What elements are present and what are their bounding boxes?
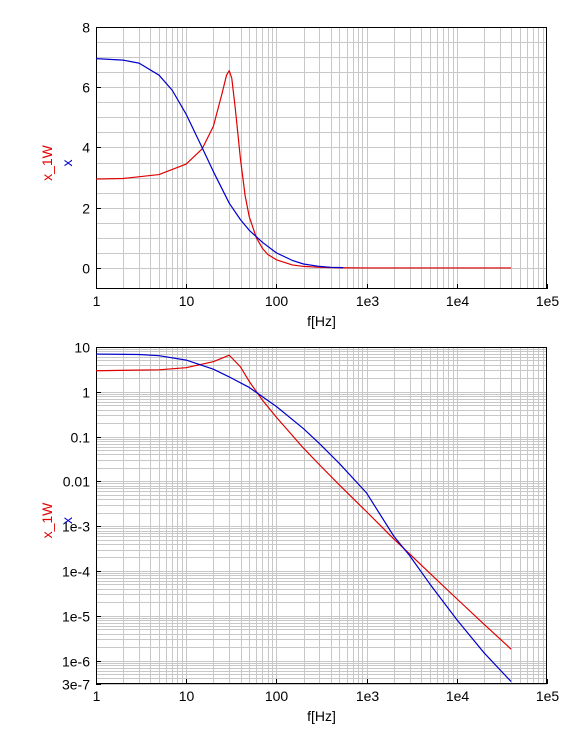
- legend-label-x: x: [59, 160, 75, 167]
- series-group: [96, 58, 512, 269]
- x-tick-label: 10: [179, 688, 195, 704]
- y-tick-label: 1e-5: [62, 609, 90, 625]
- x-tick-label: 1e3: [356, 293, 380, 309]
- chart-1: 1 10 100 1e3 1e4 1e5 0 2 4 6 8 f[Hz] x_1W x: [39, 20, 559, 330]
- y-tick-label: 1: [82, 385, 90, 401]
- x-tick-label: 10: [179, 293, 195, 309]
- x-tick-label: 100: [265, 688, 289, 704]
- x-tick-label: 100: [265, 293, 289, 309]
- series-group: [96, 353, 512, 682]
- x-tick-label: 1e4: [446, 688, 470, 704]
- y-tick-label: 2: [82, 201, 90, 217]
- y-tick-label: 8: [82, 20, 90, 36]
- x-tick-label: 1: [93, 688, 101, 704]
- x-axis-label: f[Hz]: [307, 708, 336, 724]
- plot-frame: [96, 27, 547, 289]
- y-tick-label: 4: [82, 140, 90, 156]
- plot-frame: [96, 347, 547, 684]
- x-tick-label: 1e4: [446, 293, 470, 309]
- x-tick-label: 1e5: [536, 293, 560, 309]
- x-tick-label: 1e3: [356, 688, 380, 704]
- grid: [96, 347, 547, 685]
- y-tick-label: 10: [74, 340, 90, 356]
- grid: [96, 27, 547, 289]
- y-tick-label: 0.1: [71, 430, 91, 446]
- series-line-x: [96, 58, 344, 269]
- y-tick-label: 1e-6: [62, 654, 90, 670]
- legend-label-x_1W: x_1W: [39, 144, 55, 181]
- y-tick-label: 6: [82, 80, 90, 96]
- legend-label-x: x: [59, 517, 75, 524]
- y-tick-label: 1e-4: [62, 564, 90, 580]
- y-tick-label: 0.01: [63, 474, 90, 490]
- chart-2: 1 10 100 1e3 1e4 1e5 10 1 0.1 0.01 1e-3 1e-4 1e-5 1e-…: [39, 340, 559, 725]
- series-line-x: [96, 353, 512, 682]
- y-tick-label: 3e-7: [62, 677, 90, 693]
- legend-label-x_1W: x_1W: [39, 502, 55, 539]
- x-tick-label: 1e5: [536, 688, 560, 704]
- y-legend: x_1W x: [39, 144, 75, 181]
- y-tick-label: 1e-3: [62, 519, 90, 535]
- y-legend: x_1W x: [39, 502, 75, 539]
- series-line-x_1W: [96, 354, 512, 650]
- y-tick-label: 0: [82, 261, 90, 277]
- series-line-x_1W: [96, 70, 512, 269]
- x-tick-label: 1: [93, 293, 101, 309]
- x-axis-label: f[Hz]: [307, 313, 336, 329]
